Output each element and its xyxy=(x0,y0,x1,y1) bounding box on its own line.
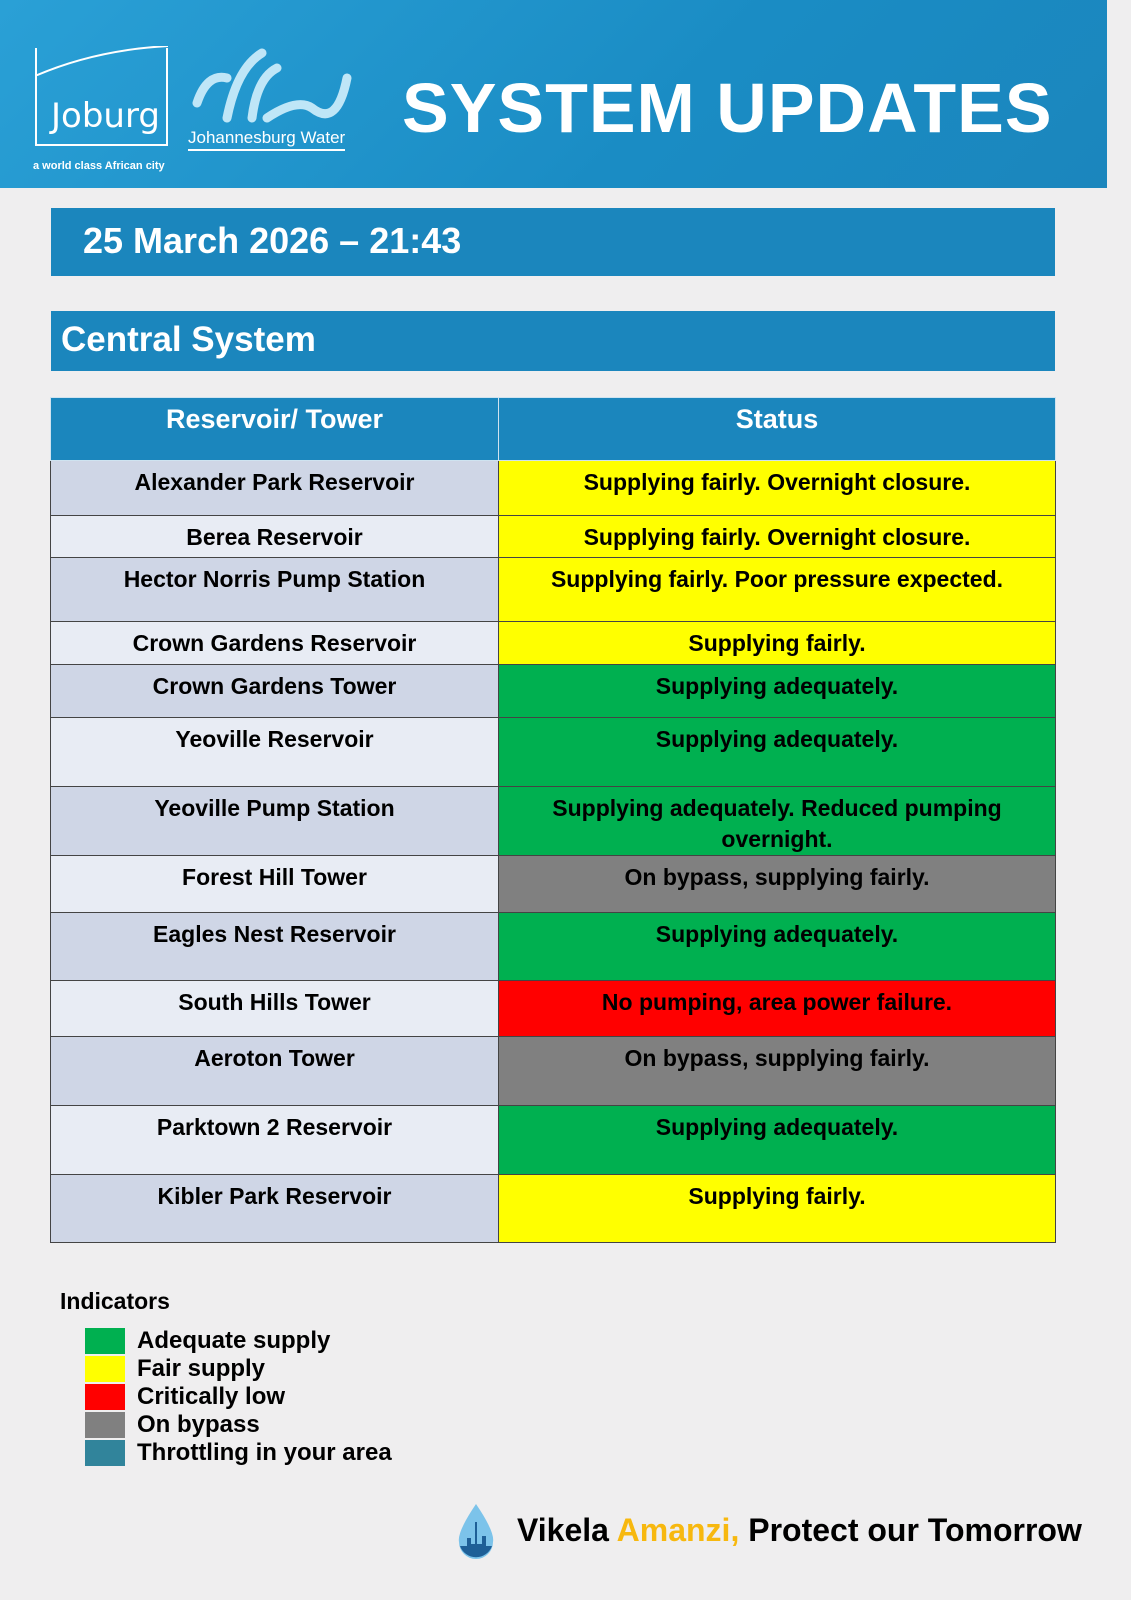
status-table: Reservoir/ Tower Status Alexander Park R… xyxy=(50,397,1056,1243)
status-cell: Supplying adequately. xyxy=(498,664,1056,718)
col-header-reservoir: Reservoir/ Tower xyxy=(50,397,499,461)
reservoir-name: South Hills Tower xyxy=(50,980,499,1037)
table-row: Crown Gardens Reservoir Supplying fairly. xyxy=(50,621,1056,665)
reservoir-name: Yeoville Pump Station xyxy=(50,786,499,856)
reservoir-name: Alexander Park Reservoir xyxy=(50,460,499,516)
indicators-title: Indicators xyxy=(60,1288,170,1314)
reservoir-name: Berea Reservoir xyxy=(50,515,499,558)
legend-label: Critically low xyxy=(137,1383,286,1410)
legend-swatch xyxy=(85,1440,125,1466)
reservoir-name: Forest Hill Tower xyxy=(50,855,499,913)
table-row: Crown Gardens Tower Supplying adequately. xyxy=(50,664,1056,718)
table-row: Parktown 2 Reservoir Supplying adequately… xyxy=(50,1105,1056,1175)
status-cell: On bypass, supplying fairly. xyxy=(498,855,1056,913)
legend-label: On bypass xyxy=(137,1411,260,1438)
footer-slogan: Vikela Amanzi, Protect our Tomorrow xyxy=(517,1512,1082,1549)
status-cell: Supplying fairly. xyxy=(498,1174,1056,1243)
reservoir-name: Crown Gardens Tower xyxy=(50,664,499,718)
legend-item: Throttling in your area xyxy=(85,1439,392,1467)
status-cell: No pumping, area power failure. xyxy=(498,980,1056,1037)
water-drop-icon xyxy=(458,1504,494,1559)
system-banner: Central System xyxy=(51,311,1055,371)
reservoir-name: Aeroton Tower xyxy=(50,1036,499,1106)
reservoir-name: Kibler Park Reservoir xyxy=(50,1174,499,1243)
tagline: a world class African city xyxy=(33,160,165,172)
status-cell: Supplying fairly. Overnight closure. xyxy=(498,460,1056,516)
legend-swatch xyxy=(85,1356,125,1382)
status-cell: Supplying adequately. xyxy=(498,717,1056,787)
slogan-accent: Amanzi, xyxy=(616,1512,740,1548)
slogan-part1: Vikela xyxy=(517,1512,617,1548)
status-cell: Supplying adequately. xyxy=(498,912,1056,981)
legend-item: On bypass xyxy=(85,1411,260,1439)
legend-item: Critically low xyxy=(85,1383,285,1411)
reservoir-name: Parktown 2 Reservoir xyxy=(50,1105,499,1175)
legend-item: Adequate supply xyxy=(85,1327,330,1355)
legend-swatch xyxy=(85,1384,125,1410)
page-title: SYSTEM UPDATES xyxy=(402,69,1053,147)
legend-label: Fair supply xyxy=(137,1355,266,1382)
table-row: Yeoville Pump Station Supplying adequatel… xyxy=(50,786,1056,856)
col-header-status: Status xyxy=(498,397,1056,461)
status-cell: Supplying adequately. Reduced pumping ov… xyxy=(498,786,1056,856)
table-row: Berea Reservoir Supplying fairly. Overnig… xyxy=(50,515,1056,558)
reservoir-name: Hector Norris Pump Station xyxy=(50,557,499,622)
status-cell: Supplying fairly. Overnight closure. xyxy=(498,515,1056,558)
legend-swatch xyxy=(85,1412,125,1438)
table-row: Eagles Nest Reservoir Supplying adequatel… xyxy=(50,912,1056,981)
table-row: Hector Norris Pump Station Supplying fair… xyxy=(50,557,1056,622)
table-row: Aeroton Tower On bypass, supplying fairly… xyxy=(50,1036,1056,1106)
legend-label: Adequate supply xyxy=(137,1327,331,1354)
legend-label: Throttling in your area xyxy=(137,1439,392,1466)
status-cell: Supplying fairly. xyxy=(498,621,1056,665)
legend-item: Fair supply xyxy=(85,1355,265,1383)
water-logo-text: Johannesburg Water xyxy=(188,128,346,151)
slogan-part3: Protect our Tomorrow xyxy=(739,1512,1082,1548)
reservoir-name: Eagles Nest Reservoir xyxy=(50,912,499,981)
reservoir-name: Crown Gardens Reservoir xyxy=(50,621,499,665)
table-row: Yeoville Reservoir Supplying adequately. xyxy=(50,717,1056,787)
water-wave-icon xyxy=(192,48,352,123)
legend-swatch xyxy=(85,1328,125,1354)
status-cell: On bypass, supplying fairly. xyxy=(498,1036,1056,1106)
status-cell: Supplying adequately. xyxy=(498,1105,1056,1175)
table-row: Alexander Park Reservoir Supplying fairly… xyxy=(50,460,1056,516)
table-row: South Hills Tower No pumping, area power … xyxy=(50,980,1056,1037)
date-banner: 25 March 2026 – 21:43 xyxy=(51,208,1055,276)
joburg-logo: Joburg xyxy=(35,46,168,146)
header-banner: Joburg a world class African city Johann… xyxy=(0,0,1107,188)
table-row: Forest Hill Tower On bypass, supplying fa… xyxy=(50,855,1056,913)
reservoir-name: Yeoville Reservoir xyxy=(50,717,499,787)
table-row: Kibler Park Reservoir Supplying fairly. xyxy=(50,1174,1056,1243)
status-cell: Supplying fairly. Poor pressure expected… xyxy=(498,557,1056,622)
